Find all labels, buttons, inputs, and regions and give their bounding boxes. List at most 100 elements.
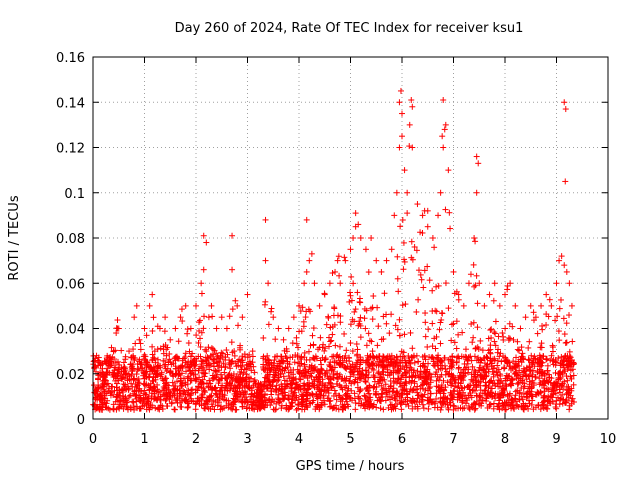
data-point xyxy=(311,363,318,370)
data-point xyxy=(525,356,532,363)
data-point xyxy=(388,401,395,408)
data-point xyxy=(401,167,408,174)
data-point xyxy=(273,367,280,374)
data-point xyxy=(296,302,302,309)
data-point xyxy=(229,406,236,413)
data-point xyxy=(562,106,569,113)
data-point xyxy=(96,396,103,403)
data-point xyxy=(288,403,295,410)
data-point xyxy=(166,395,173,402)
data-point xyxy=(477,359,484,366)
data-point xyxy=(354,289,361,296)
data-point xyxy=(466,386,473,393)
data-point xyxy=(476,364,483,371)
data-point xyxy=(483,395,490,402)
y-axis-label: ROTI / TECUs xyxy=(7,195,22,280)
data-point xyxy=(448,337,455,344)
data-point xyxy=(448,321,455,328)
data-point xyxy=(269,378,276,385)
data-point xyxy=(430,355,437,362)
data-point xyxy=(540,378,547,385)
data-point xyxy=(104,380,111,387)
data-point xyxy=(203,239,210,246)
data-point xyxy=(465,369,472,376)
data-point xyxy=(246,385,253,392)
data-point xyxy=(280,396,287,403)
data-point xyxy=(466,406,473,413)
data-point xyxy=(450,402,457,409)
data-point xyxy=(105,361,112,368)
x-tick-label: 1 xyxy=(140,432,148,447)
data-point xyxy=(213,358,220,365)
data-point xyxy=(353,359,360,366)
data-point xyxy=(329,270,336,277)
data-point xyxy=(133,395,140,402)
data-point xyxy=(112,347,119,354)
x-tick-label: 4 xyxy=(295,432,303,447)
data-point xyxy=(300,382,307,389)
data-point xyxy=(320,397,327,404)
y-tick-label: 0.06 xyxy=(56,277,85,292)
data-point xyxy=(400,386,407,393)
data-point xyxy=(440,96,447,103)
data-point xyxy=(453,318,460,325)
data-point xyxy=(515,358,522,365)
data-point xyxy=(526,372,533,379)
data-point xyxy=(473,153,480,160)
data-point xyxy=(406,121,413,128)
data-point xyxy=(218,314,225,321)
data-point xyxy=(386,330,393,337)
data-point xyxy=(212,399,219,406)
data-point xyxy=(448,392,455,399)
data-point xyxy=(552,404,559,411)
data-point xyxy=(204,397,211,404)
data-point xyxy=(543,355,550,362)
data-point xyxy=(322,388,329,395)
data-point xyxy=(301,280,308,287)
data-point xyxy=(248,367,255,374)
data-point xyxy=(471,400,478,407)
data-point xyxy=(562,178,569,185)
data-point xyxy=(176,370,183,377)
data-point xyxy=(163,352,170,359)
data-point xyxy=(244,398,251,405)
data-point xyxy=(217,406,224,413)
data-point xyxy=(383,354,390,361)
data-point xyxy=(149,367,156,374)
data-point xyxy=(403,386,410,393)
data-point xyxy=(193,376,200,383)
data-point xyxy=(369,348,376,355)
data-point xyxy=(502,291,508,298)
data-point xyxy=(445,405,452,412)
data-point xyxy=(205,314,212,321)
data-point xyxy=(455,296,462,303)
data-point xyxy=(218,349,225,356)
data-point xyxy=(509,377,516,384)
data-point xyxy=(362,367,369,374)
data-point xyxy=(311,280,318,287)
data-point xyxy=(99,377,106,384)
data-point xyxy=(229,306,236,313)
data-point xyxy=(357,357,364,364)
data-point xyxy=(332,268,339,275)
data-point xyxy=(486,291,493,298)
data-point xyxy=(177,390,184,397)
data-point xyxy=(540,353,547,360)
data-point xyxy=(431,360,438,367)
data-point xyxy=(370,384,377,391)
data-point xyxy=(154,371,161,378)
data-point xyxy=(285,325,292,332)
data-point xyxy=(535,390,542,397)
data-point xyxy=(213,325,220,332)
data-point xyxy=(394,275,401,282)
data-point xyxy=(325,379,332,386)
data-point xyxy=(526,338,533,345)
data-point xyxy=(418,397,425,404)
data-point xyxy=(203,362,210,369)
data-point xyxy=(402,379,409,386)
data-point xyxy=(514,372,521,379)
data-point xyxy=(162,361,169,368)
data-point xyxy=(371,374,378,381)
data-point xyxy=(93,405,100,412)
data-point xyxy=(352,306,359,313)
